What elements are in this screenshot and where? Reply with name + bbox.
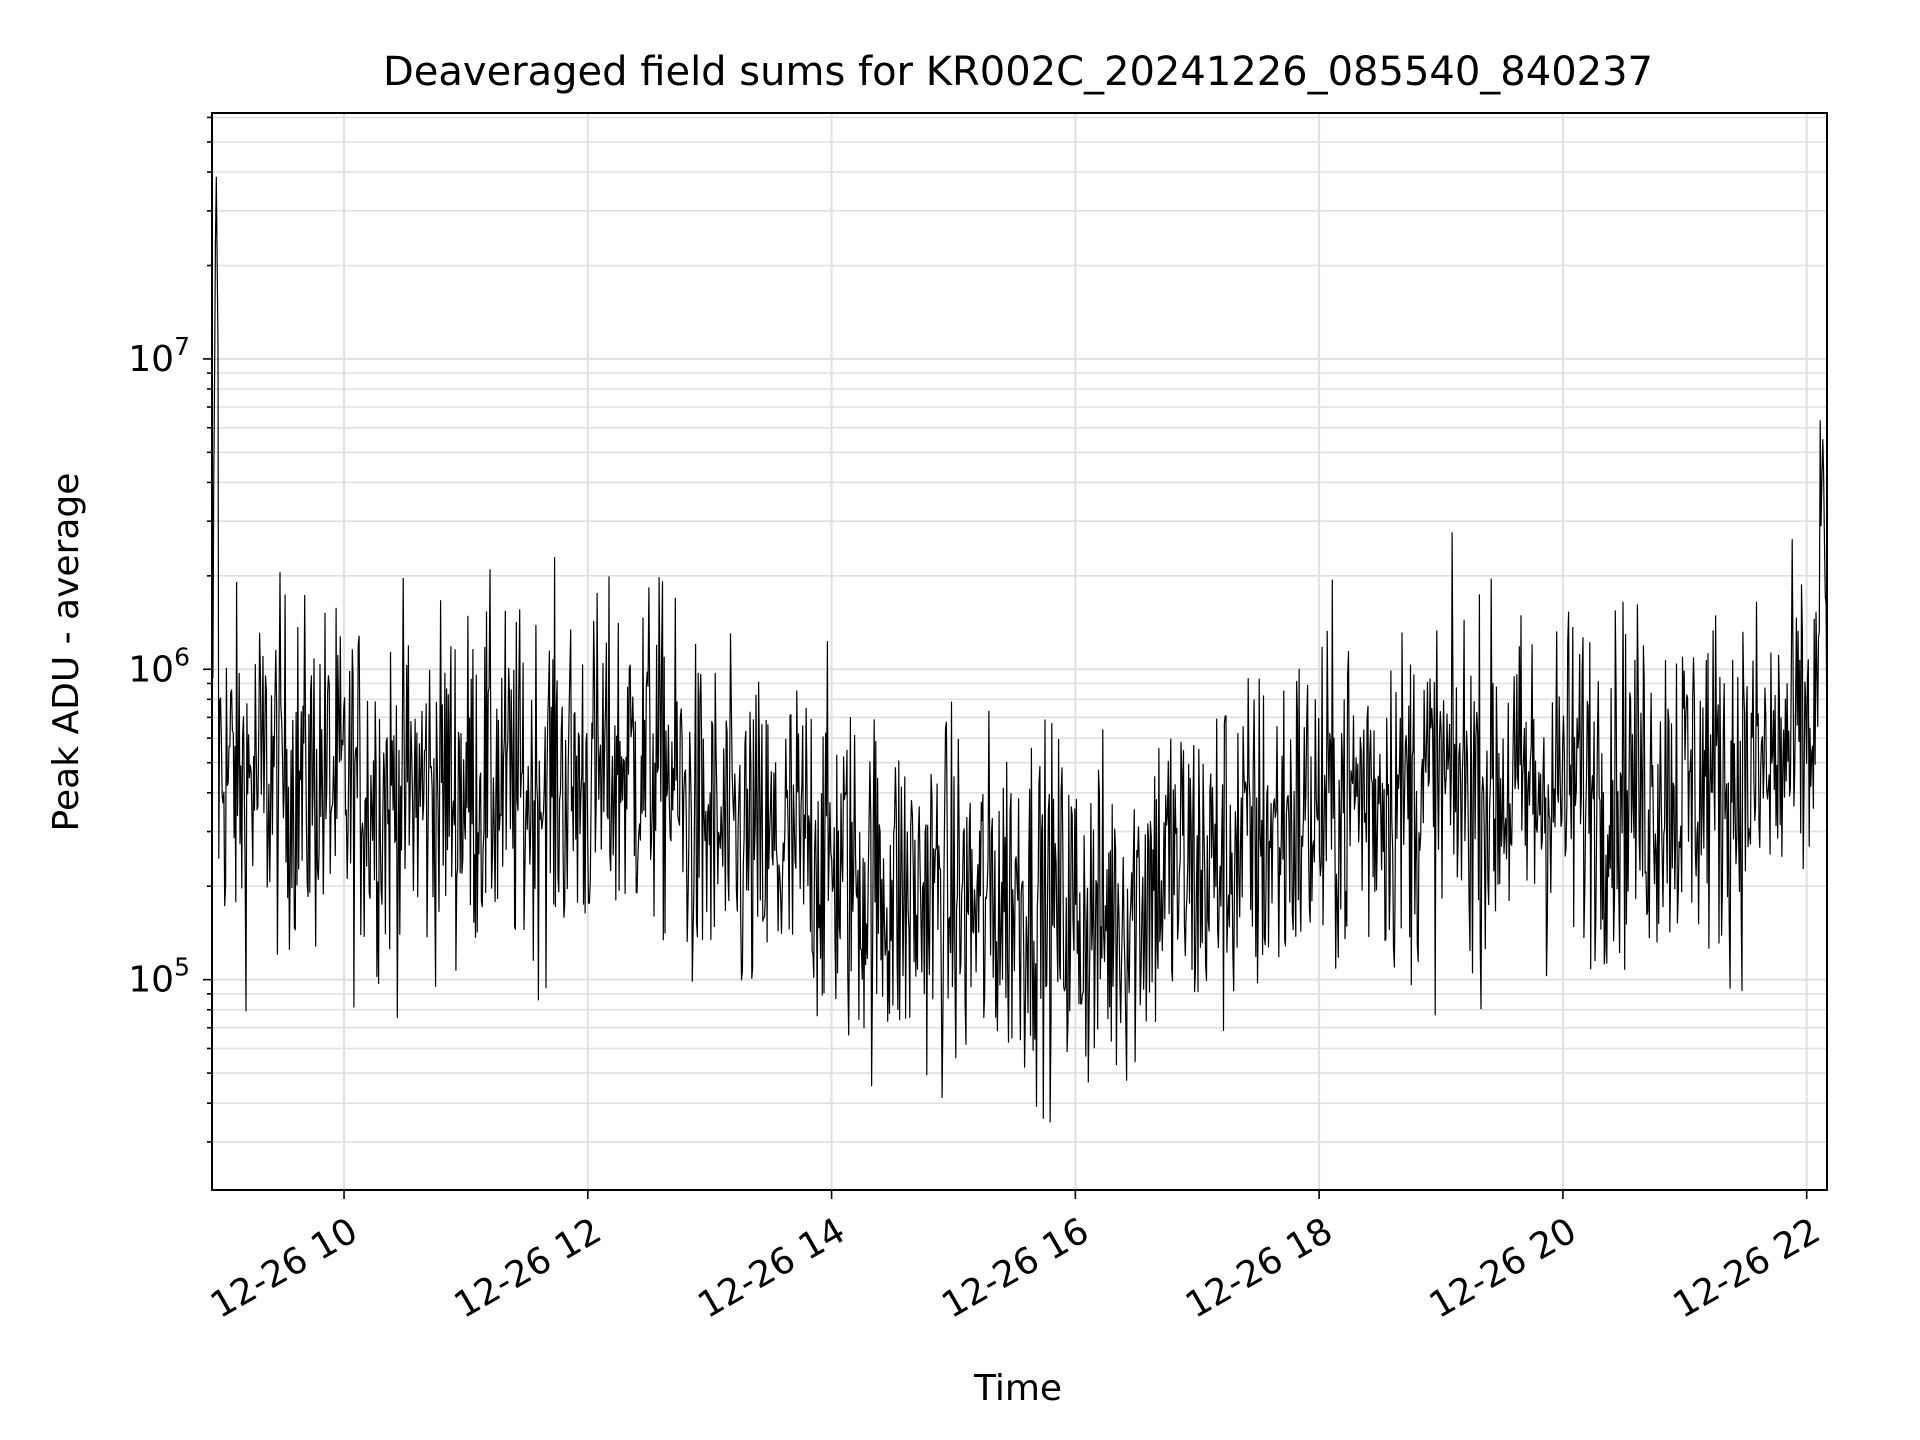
y-tick-label: 105 <box>128 953 190 1001</box>
y-tick-label: 107 <box>128 332 190 380</box>
y-axis-ticks: 105 106 107 <box>128 116 212 1143</box>
chart-title: Deaveraged field sums for KR002C_2024122… <box>383 49 1653 95</box>
x-axis-label: Time <box>973 1368 1062 1409</box>
y-gridlines <box>212 116 1827 1143</box>
series-line <box>211 176 1828 1123</box>
y-axis-label: Peak ADU - average <box>46 473 87 832</box>
plot-frame <box>211 112 1828 1191</box>
y-tick-label: 106 <box>128 642 190 690</box>
x-gridlines <box>343 113 1808 1190</box>
